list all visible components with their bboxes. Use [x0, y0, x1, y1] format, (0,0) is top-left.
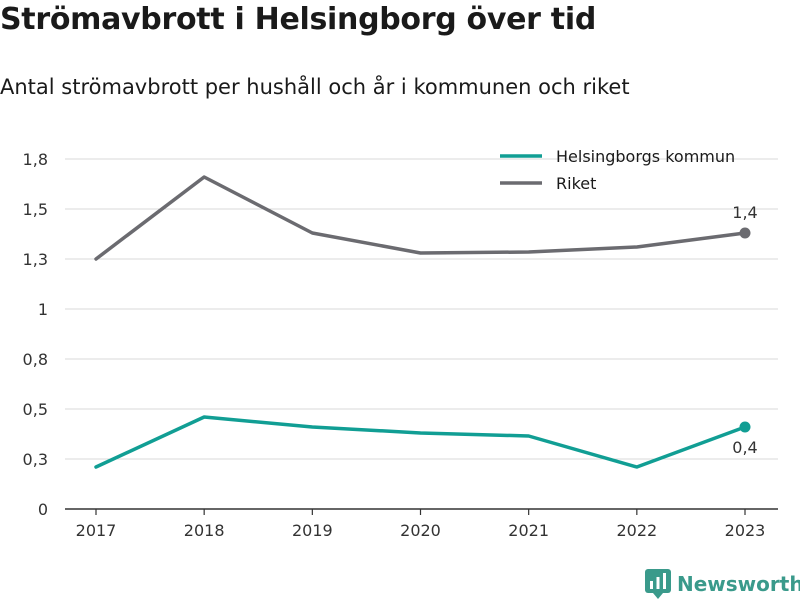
chart-subtitle: Antal strömavbrott per hushåll och år i … [0, 75, 630, 99]
newsworthy-logo-icon [645, 569, 671, 599]
end-point-riket [739, 227, 751, 239]
x-tick-label: 2018 [184, 521, 225, 540]
y-tick-label: 1 [38, 300, 48, 319]
legend-label-riket: Riket [556, 174, 596, 193]
x-tick-label: 2017 [76, 521, 117, 540]
brand-name: Newsworthy [677, 572, 800, 596]
y-tick-label: 1,5 [23, 200, 48, 219]
x-tick-label: 2021 [508, 521, 549, 540]
end-point-helsingborg [739, 421, 751, 433]
chart-title: Strömavbrott i Helsingborg över tid [0, 2, 597, 37]
y-tick-label: 0 [38, 500, 48, 519]
x-tick-label: 2023 [725, 521, 766, 540]
series-line-riket [94, 175, 747, 261]
end-label-riket: 1,4 [732, 203, 757, 222]
series-line-helsingborg [94, 415, 747, 469]
x-tick-label: 2019 [292, 521, 333, 540]
y-tick-label: 0,8 [23, 350, 48, 369]
y-tick-label: 1,3 [23, 250, 48, 269]
y-tick-label: 0,3 [23, 450, 48, 469]
x-tick-label: 2022 [616, 521, 657, 540]
x-tick-label: 2020 [400, 521, 441, 540]
end-label-helsingborg: 0,4 [732, 438, 757, 457]
y-tick-label: 1,8 [23, 150, 48, 169]
legend-label-helsingborg: Helsingborgs kommun [556, 147, 735, 166]
newsworthy-brand: Newsworthy [645, 569, 800, 599]
y-tick-label: 0,5 [23, 400, 48, 419]
